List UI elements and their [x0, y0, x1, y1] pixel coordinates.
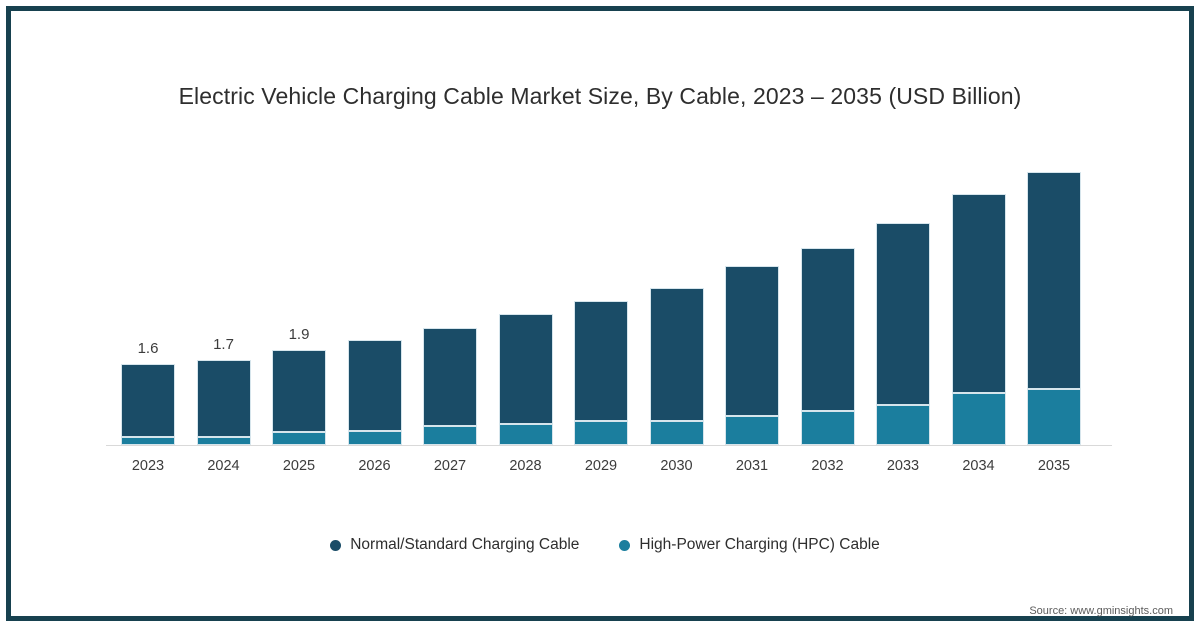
x-axis-label-2025: 2025 [282, 458, 316, 474]
x-axis-label-2032: 2032 [811, 458, 844, 474]
bar-value-label-2023: 1.6 [137, 340, 159, 357]
bar-segment-normal-standard[interactable] [498, 314, 553, 424]
bar-2030[interactable] [649, 288, 704, 445]
bar-segment-normal-standard[interactable] [121, 364, 175, 437]
bar-segment-high-power[interactable] [121, 437, 175, 445]
bar-segment-high-power[interactable] [1027, 389, 1081, 445]
bar-2035[interactable] [1027, 172, 1081, 445]
bar-segment-normal-standard[interactable] [1027, 172, 1081, 389]
bar-segment-high-power[interactable] [800, 411, 855, 445]
bar-segment-high-power[interactable] [423, 426, 477, 445]
x-axis-label-2035: 2035 [1037, 458, 1071, 474]
x-axis-label-2023: 2023 [131, 458, 165, 474]
bar-segment-high-power[interactable] [876, 405, 930, 445]
x-axis-label-2026: 2026 [358, 458, 391, 474]
bar-2027[interactable] [423, 328, 477, 445]
bar-2024[interactable] [196, 360, 251, 445]
bar-segment-normal-standard[interactable] [423, 328, 477, 426]
bar-segment-high-power[interactable] [196, 437, 251, 445]
bar-segment-high-power[interactable] [574, 421, 628, 445]
bar-segment-normal-standard[interactable] [800, 248, 855, 411]
bar-segment-normal-standard[interactable] [272, 350, 326, 432]
x-axis-line [106, 445, 1112, 446]
x-axis-label-2030: 2030 [660, 458, 693, 474]
legend-label: Normal/Standard Charging Cable [350, 536, 580, 553]
bar-value-label-2024: 1.7 [213, 336, 234, 353]
bar-segment-high-power[interactable] [951, 393, 1006, 445]
bar-segment-normal-standard[interactable] [574, 301, 628, 421]
x-axis-label-2024: 2024 [207, 458, 240, 474]
bar-segment-high-power[interactable] [272, 432, 326, 445]
bar-segment-high-power[interactable] [347, 431, 402, 445]
bar-segment-normal-standard[interactable] [725, 266, 779, 416]
legend-color-swatch-icon [619, 539, 631, 551]
bar-value-label-2025: 1.9 [288, 326, 310, 343]
bar-2029[interactable] [574, 301, 628, 445]
x-axis-label-2031: 2031 [735, 458, 769, 474]
bar-2031[interactable] [725, 266, 779, 445]
legend-color-swatch-icon [330, 539, 342, 551]
bar-2023[interactable] [121, 364, 175, 445]
bar-segment-normal-standard[interactable] [649, 288, 704, 421]
source-attribution: Source: www.gminsights.com [1029, 605, 1173, 617]
plot-area: 1.6 2023 1.7 2024 1.9 2025 2026 2027 2028 2029 203… [11, 11, 1199, 626]
bar-segment-high-power[interactable] [649, 421, 704, 445]
bar-segment-normal-standard[interactable] [876, 223, 930, 405]
chart-title: Electric Vehicle Charging Cable Market S… [178, 83, 1022, 109]
bar-segment-normal-standard[interactable] [951, 194, 1006, 393]
legend-item-high-power[interactable]: High-Power Charging (HPC) Cable [619, 536, 880, 554]
bar-2025[interactable] [272, 350, 326, 445]
x-axis-label-2029: 2029 [584, 458, 618, 474]
x-axis-label-2033: 2033 [886, 458, 920, 474]
bar-2033[interactable] [876, 223, 930, 445]
chart-legend: Normal/Standard Charging Cable High-Powe… [11, 536, 1199, 554]
legend-label: High-Power Charging (HPC) Cable [639, 536, 880, 553]
legend-item-normal-standard[interactable]: Normal/Standard Charging Cable [330, 536, 579, 554]
bar-2034[interactable] [951, 194, 1006, 445]
x-axis-label-2027: 2027 [433, 458, 467, 474]
bar-segment-normal-standard[interactable] [347, 340, 402, 431]
bar-segment-high-power[interactable] [725, 416, 779, 445]
bar-2028[interactable] [498, 314, 553, 445]
x-axis-label-2028: 2028 [509, 458, 542, 474]
chart-frame: Electric Vehicle Charging Cable Market S… [6, 6, 1194, 621]
bar-2026[interactable] [347, 340, 402, 445]
bar-segment-high-power[interactable] [498, 424, 553, 445]
x-axis-label-2034: 2034 [962, 458, 995, 474]
bar-2032[interactable] [800, 248, 855, 445]
bar-segment-normal-standard[interactable] [196, 360, 251, 437]
